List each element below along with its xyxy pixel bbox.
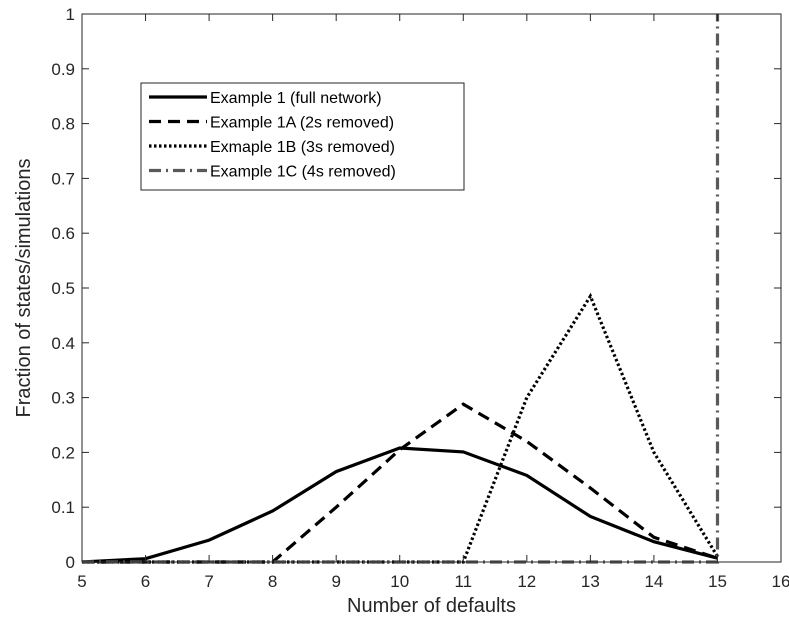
x-tick-label: 5 [77, 572, 86, 591]
x-tick-label: 14 [644, 572, 663, 591]
x-tick-label: 9 [331, 572, 340, 591]
y-tick-label: 1 [66, 5, 75, 24]
x-tick-label: 13 [581, 572, 600, 591]
x-axis-label: Number of defaults [347, 595, 516, 617]
y-tick-label: 0.5 [51, 279, 75, 298]
x-tick-label: 11 [454, 572, 472, 591]
y-tick-label: 0.8 [51, 115, 75, 134]
legend-label-3: Exmaple 1B (3s removed) [210, 139, 395, 156]
axes: 5 6 7 8 9 10 11 12 13 14 15 16 0 0.1 0.2 0.3 0.4 0.5 0.6 0.… [13, 5, 789, 617]
x-tick-label: 15 [708, 572, 727, 591]
x-tick-label: 10 [390, 572, 409, 591]
x-tick-label: 8 [268, 572, 277, 591]
legend-label-1: Example 1 (full network) [210, 90, 382, 107]
y-tick-label: 0.3 [51, 389, 75, 408]
legend-label-4: Example 1C (4s removed) [210, 164, 396, 181]
x-tick-label: 6 [141, 572, 150, 591]
y-axis-label: Fraction of states/simulations [13, 159, 35, 418]
legend: Example 1 (full network) Example 1A (2s r… [140, 82, 465, 191]
legend-box [140, 82, 465, 191]
y-tick-label: 0.6 [51, 224, 75, 243]
y-tick-label: 0.7 [51, 169, 75, 188]
x-tick-label: 12 [517, 572, 536, 591]
legend-label-2: Example 1A (2s removed) [210, 115, 394, 132]
y-tick-label: 0.1 [51, 498, 75, 517]
y-tick-label: 0.4 [51, 334, 75, 353]
y-tick-label: 0 [66, 553, 75, 572]
y-tick-label: 0.9 [51, 60, 75, 79]
x-tick-label: 7 [204, 572, 213, 591]
x-tick-label: 16 [772, 572, 789, 591]
y-tick-label: 0.2 [51, 443, 75, 462]
